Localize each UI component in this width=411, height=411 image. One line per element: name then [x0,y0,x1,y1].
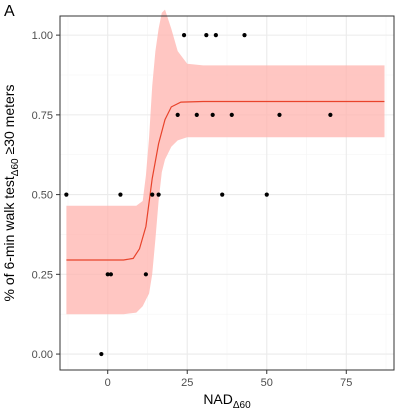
data-point [242,33,247,38]
y-axis-title: % of 6-min walk testΔ60 ≥30 meters [1,85,21,302]
data-point [105,272,110,277]
data-point [150,192,155,197]
x-axis-title-subscript: Δ60 [233,400,251,411]
data-point [277,112,282,117]
data-point [143,272,148,277]
y-axis-title-post: ≥30 meters [1,85,17,159]
data-point [194,112,199,117]
data-point [213,33,218,38]
x-axis-ticks: 0 25 50 75 [105,370,352,389]
x-tick-label: 0 [105,377,111,389]
x-tick-label: 25 [181,377,193,389]
data-point [64,192,69,197]
plot-border [59,15,395,371]
x-tick-label: 75 [340,377,352,389]
data-point [175,112,180,117]
data-point [181,33,187,38]
y-axis-title-pre: % of 6-min walk test [1,176,17,301]
x-axis-title: NADΔ60 [203,391,251,411]
data-points [64,33,333,357]
fit-line [66,100,385,261]
data-point [229,112,234,117]
y-tick-label: 0.25 [32,269,53,281]
data-point [108,272,113,277]
y-tick-label: 0.75 [32,110,53,122]
y-axis-title-subscript: Δ60 [10,158,21,176]
data-point [99,351,104,357]
data-point [328,112,333,117]
y-tick-label: 0.00 [32,349,53,361]
panel-label: A [4,3,15,20]
data-point [220,192,225,197]
data-point [118,192,123,197]
x-tick-label: 50 [261,377,273,389]
data-point [210,112,215,117]
confidence-band [66,9,385,315]
x-axis-title-main: NAD [203,391,233,407]
y-tick-label: 1.00 [32,30,53,42]
data-point [264,192,269,197]
y-tick-label: 0.50 [32,190,53,202]
data-point [204,33,209,38]
data-point [156,192,161,197]
y-axis-ticks: 0.00 0.25 0.50 0.75 1.00 [32,30,60,361]
